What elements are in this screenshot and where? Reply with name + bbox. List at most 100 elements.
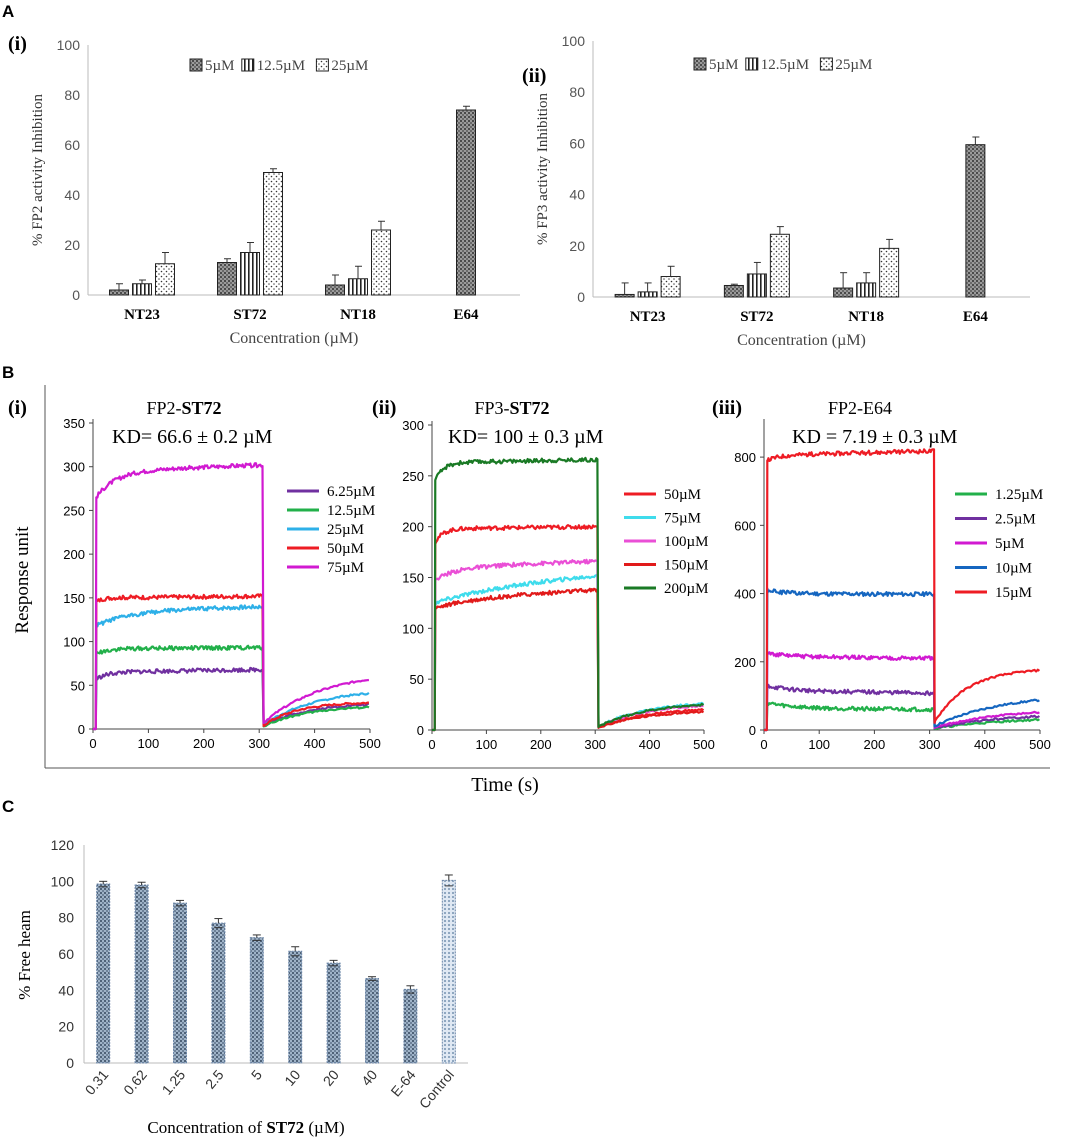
legend-label: 5µM [995, 536, 1024, 552]
bar [371, 229, 391, 296]
chart-fp2-st72-sensorgram: (i) FP2-ST72 KD= 66.6 ± 0.2 µM 0 50 100 150 200… [8, 397, 381, 751]
legend-label: 75µM [664, 511, 701, 527]
bar [211, 922, 226, 1064]
bar [132, 283, 152, 296]
y-tick-label: 150 [63, 591, 85, 606]
y-tick-label: 100 [51, 873, 75, 889]
x-category-label: 5 [248, 1066, 265, 1082]
bar [746, 273, 767, 298]
series-line [764, 683, 1040, 732]
bar [155, 263, 175, 296]
x-category-label: 0.62 [120, 1066, 150, 1097]
legend-swatch [241, 58, 255, 72]
series-line [93, 604, 370, 731]
kd-value: KD= 100 ± 0.3 µM [448, 426, 604, 448]
title-prefix: FP2- [146, 398, 181, 418]
series-line [432, 558, 704, 732]
series-line [432, 456, 705, 732]
y-tick-label: 200 [63, 547, 85, 562]
chart-fp3-inhibition: (ii) 0 20 40 60 80 100 NT23 ST72 NT18 E64 Concentra… [522, 33, 1030, 349]
series-line [764, 448, 1041, 732]
series-line [764, 650, 1040, 732]
x-tick-label: 100 [476, 737, 498, 752]
y-tick-label: 0 [577, 289, 585, 305]
x-tick-label: 400 [639, 737, 661, 752]
panel-label-b: B [2, 363, 14, 382]
y-axis-label: % FP3 activity Inhibition [535, 92, 551, 245]
x-category-label: NT18 [340, 307, 376, 323]
x-tick-label: 400 [974, 737, 996, 752]
chart-title: FP2-ST72 [146, 398, 221, 418]
y-tick-label: 100 [562, 33, 586, 49]
y-tick-label: 300 [63, 460, 85, 475]
x-category-label: ST72 [740, 309, 773, 325]
x-label-suffix: (µM) [304, 1118, 344, 1137]
bar [637, 291, 658, 298]
x-tick-label: 200 [193, 736, 215, 751]
legend-label: 200µM [664, 581, 708, 597]
y-tick-label: 60 [58, 946, 74, 962]
legend-label: 12.5µM [327, 503, 375, 519]
bar [403, 988, 418, 1064]
x-category-label: E64 [963, 309, 989, 325]
y-tick-label: 50 [71, 678, 85, 693]
y-tick-label: 0 [417, 723, 424, 738]
x-axis-label: Concentration (µM) [737, 332, 866, 349]
legend-label: 100µM [664, 534, 708, 550]
bar [96, 883, 111, 1064]
y-tick-label: 100 [63, 635, 85, 650]
series-line [93, 462, 370, 731]
legend-label: 50µM [664, 487, 701, 503]
legend-swatch [819, 57, 833, 71]
bar [660, 276, 681, 298]
y-tick-label: 40 [58, 982, 74, 998]
chart-title: FP3-ST72 [474, 398, 549, 418]
y-tick-label: 20 [569, 238, 585, 254]
y-tick-label: 300 [402, 418, 424, 433]
legend-label: 15µM [995, 585, 1032, 601]
x-category-label: NT23 [630, 309, 666, 325]
y-tick-label: 20 [58, 1019, 74, 1035]
y-tick-label: 0 [78, 722, 85, 737]
y-tick-label: 80 [569, 84, 585, 100]
panel-label-a: A [2, 2, 14, 21]
x-tick-label: 0 [89, 736, 96, 751]
title-prefix: FP3- [474, 398, 509, 418]
bar [441, 879, 456, 1064]
bar [769, 233, 790, 298]
legend-label: 5µM [205, 58, 234, 74]
y-tick-label: 250 [402, 469, 424, 484]
y-tick-label: 150 [402, 571, 424, 586]
y-tick-label: 0 [66, 1055, 74, 1071]
bar [288, 950, 303, 1064]
bar [325, 284, 345, 296]
y-tick-label: 200 [402, 520, 424, 535]
x-tick-label: 200 [864, 737, 886, 752]
x-category-label: 0.31 [82, 1066, 112, 1097]
series-line [764, 701, 1040, 732]
bar [326, 962, 341, 1064]
legend-label: 6.25µM [327, 484, 375, 500]
x-tick-label: 300 [919, 737, 941, 752]
sub-label: (ii) [372, 397, 396, 419]
y-tick-label: 100 [402, 621, 424, 636]
bar [263, 172, 283, 296]
y-tick-label: 60 [64, 137, 80, 153]
legend-label: 150µM [664, 558, 708, 574]
y-tick-label: 400 [734, 587, 756, 602]
panel-label-c: C [2, 797, 14, 816]
bar [249, 937, 264, 1064]
x-label-prefix: Concentration of [147, 1118, 266, 1137]
series-line [432, 524, 705, 732]
b-y-axis-label: Response unit [12, 526, 33, 634]
series-line [93, 644, 370, 731]
y-tick-label: 100 [57, 37, 81, 53]
legend-swatch [745, 57, 759, 71]
sub-label: (i) [8, 397, 27, 419]
legend-label: 75µM [327, 560, 364, 576]
bar [856, 282, 877, 298]
legend-label: 12.5µM [257, 58, 305, 74]
x-category-label: NT23 [124, 307, 160, 323]
legend-label: 50µM [327, 541, 364, 557]
